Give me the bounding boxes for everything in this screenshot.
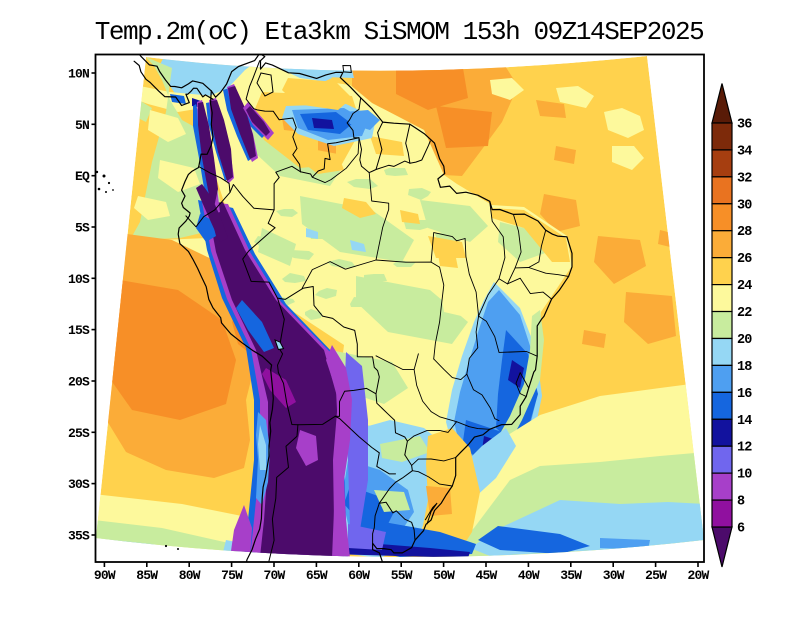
svg-text:34: 34 [737,144,752,159]
svg-text:32: 32 [737,171,752,186]
svg-text:80W: 80W [179,568,201,583]
svg-text:8: 8 [737,495,745,510]
svg-text:30S: 30S [68,477,90,492]
svg-text:14: 14 [737,414,752,429]
svg-text:10S: 10S [68,272,90,287]
svg-text:20: 20 [737,333,752,348]
svg-text:26: 26 [737,252,752,267]
svg-text:70W: 70W [263,568,285,583]
svg-text:25S: 25S [68,426,90,441]
svg-text:60W: 60W [348,568,370,583]
svg-text:65W: 65W [306,568,328,583]
svg-text:10: 10 [737,468,752,483]
svg-text:35S: 35S [68,529,90,544]
svg-text:25W: 25W [645,568,667,583]
svg-text:22: 22 [737,306,752,321]
svg-text:55W: 55W [391,568,413,583]
svg-text:EQ: EQ [75,169,90,184]
svg-text:35W: 35W [560,568,582,583]
svg-text:30: 30 [737,198,752,213]
svg-text:45W: 45W [475,568,497,583]
svg-text:75W: 75W [221,568,243,583]
svg-text:20W: 20W [687,568,709,583]
svg-text:24: 24 [737,279,752,294]
svg-text:50W: 50W [433,568,455,583]
svg-text:90W: 90W [94,568,116,583]
svg-text:85W: 85W [136,568,158,583]
svg-text:36: 36 [737,118,752,133]
svg-text:6: 6 [737,522,745,537]
svg-text:Temp.2m(oC) Eta3km SiSMOM 153h: Temp.2m(oC) Eta3km SiSMOM 153h 09Z14SEP2… [95,17,704,47]
svg-text:5N: 5N [75,118,89,133]
svg-text:15S: 15S [68,323,90,338]
svg-text:18: 18 [737,360,752,375]
svg-text:12: 12 [737,441,752,456]
svg-text:10N: 10N [68,67,89,82]
svg-text:20S: 20S [68,375,90,390]
svg-text:5S: 5S [75,221,90,236]
svg-text:16: 16 [737,387,752,402]
svg-text:30W: 30W [603,568,625,583]
svg-text:28: 28 [737,225,752,240]
svg-text:40W: 40W [518,568,540,583]
